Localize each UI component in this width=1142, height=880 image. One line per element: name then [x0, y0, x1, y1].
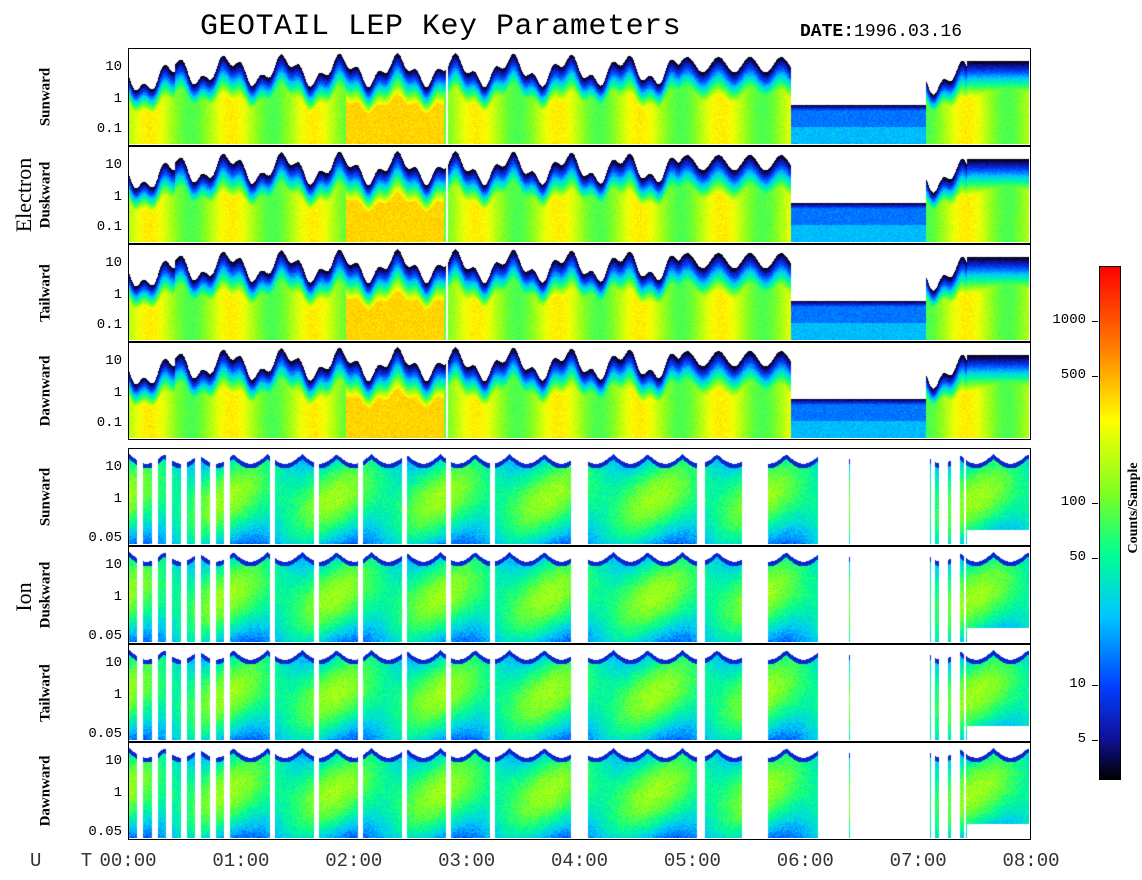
y-tick-label: 10 [105, 352, 122, 369]
colorbar-tick-mark [1092, 320, 1098, 322]
colorbar-tick-label: 1000 [1052, 311, 1086, 328]
spectrogram-image [129, 449, 1029, 544]
y-tick-label: 1 [113, 686, 122, 703]
colorbar-tick-mark [1092, 375, 1098, 377]
y-tick-label: 10 [105, 458, 122, 475]
spectrogram-ion-duskward [128, 546, 1031, 644]
y-tick-label: 1 [113, 188, 122, 205]
panel-label: Sunward [37, 67, 54, 127]
panel-label: Tailward [37, 664, 54, 722]
spectrogram-ion-tailward [128, 644, 1031, 742]
y-tick-label: 1 [113, 784, 122, 801]
colorbar-tick-label: 50 [1069, 548, 1086, 565]
y-tick-label: 1 [113, 286, 122, 303]
x-tick-label: 04:00 [550, 850, 609, 872]
y-tick-label: 1 [113, 384, 122, 401]
panel-label: Sunward [37, 467, 54, 527]
colorbar [1099, 266, 1121, 780]
x-tick-label: 02:00 [325, 850, 383, 872]
colorbar-label: Counts/Sample [1126, 462, 1141, 554]
spectrogram-electron-tailward [128, 244, 1031, 342]
spectrogram-image [129, 743, 1029, 838]
x-tick-label: 03:00 [438, 850, 496, 872]
x-tick-label: 01:00 [212, 850, 270, 872]
spectrogram-electron-dawnward [128, 342, 1031, 440]
y-tick-label: 0.1 [96, 121, 122, 138]
chart-title: GEOTAIL LEP Key Parameters [200, 10, 682, 44]
y-tick-label: 0.05 [88, 530, 122, 547]
colorbar-tick-mark [1092, 684, 1098, 686]
date-label: DATE:1996.03.16 [800, 22, 962, 42]
panel-label: Dawnward [37, 755, 54, 827]
spectrogram-electron-duskward [128, 146, 1031, 244]
spectrogram-image [129, 147, 1029, 242]
spectrogram-image [129, 49, 1029, 144]
y-tick-label: 0.05 [88, 824, 122, 841]
colorbar-tick-label: 100 [1060, 493, 1086, 510]
panel-label: Duskward [37, 161, 54, 229]
y-tick-label: 1 [113, 90, 122, 107]
colorbar-tick-mark [1092, 557, 1098, 559]
group-label-electron: Electron [11, 157, 36, 233]
y-tick-label: 0.1 [96, 317, 122, 334]
colorbar-tick-label: 5 [1077, 730, 1086, 747]
y-tick-label: 0.1 [96, 415, 122, 432]
x-tick-label: 08:00 [1002, 850, 1060, 872]
y-tick-label: 10 [105, 752, 122, 769]
spectrogram-ion-dawnward [128, 742, 1031, 840]
panel-label: Tailward [37, 264, 54, 322]
x-axis-prefix: U T [30, 850, 107, 872]
panel-label: Duskward [37, 561, 54, 629]
panel-label: Dawnward [37, 355, 54, 427]
y-tick-label: 10 [105, 254, 122, 271]
spectrogram-image [129, 645, 1029, 740]
spectrogram-image [129, 245, 1029, 340]
spectrogram-ion-sunward [128, 448, 1031, 546]
x-tick-label: 06:00 [776, 850, 834, 872]
colorbar-tick-mark [1092, 739, 1098, 741]
x-tick-label: 05:00 [663, 850, 721, 872]
spectrogram-image [129, 547, 1029, 642]
x-tick-label: 07:00 [889, 850, 947, 872]
y-tick-label: 0.1 [96, 219, 122, 236]
y-tick-label: 0.05 [88, 726, 122, 743]
spectrogram-electron-sunward [128, 48, 1031, 146]
y-tick-label: 1 [113, 490, 122, 507]
date-prefix: DATE: [800, 22, 855, 42]
spectrogram-image [129, 343, 1029, 438]
y-tick-label: 10 [105, 654, 122, 671]
y-tick-label: 10 [105, 58, 122, 75]
group-label-ion: Ion [11, 582, 36, 612]
colorbar-tick-label: 500 [1060, 366, 1086, 383]
y-tick-label: 0.05 [88, 628, 122, 645]
y-tick-label: 1 [113, 588, 122, 605]
y-tick-label: 10 [105, 556, 122, 573]
colorbar-tick-mark [1092, 502, 1098, 504]
x-tick-label: 00:00 [99, 850, 157, 872]
y-tick-label: 10 [105, 156, 122, 173]
date-value: 1996.03.16 [854, 22, 963, 42]
colorbar-tick-label: 10 [1069, 675, 1086, 692]
